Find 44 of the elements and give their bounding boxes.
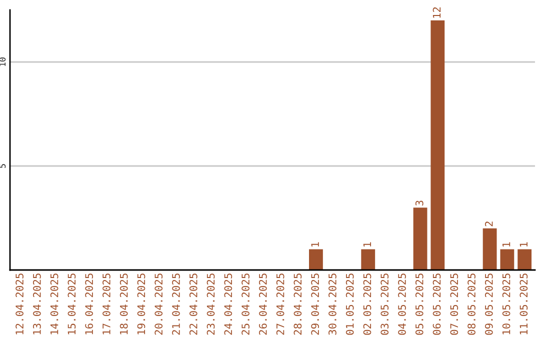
x-tick-label: 02.05.2025 <box>363 274 372 335</box>
x-tick-label: 29.04.2025 <box>311 274 320 335</box>
x-tick-label: 25.04.2025 <box>242 274 250 335</box>
x-tick-label: 10.05.2025 <box>502 274 510 334</box>
bar <box>430 20 445 270</box>
data-label: 3 <box>415 200 424 206</box>
bar <box>518 249 532 270</box>
data-label: 12 <box>432 7 441 18</box>
x-tick-label: 09.05.2025 <box>484 274 493 335</box>
x-tick-label: 04.05.2025 <box>398 274 406 335</box>
x-tick-label: 12.04.2025 <box>16 274 24 334</box>
data-label: 2 <box>484 222 493 226</box>
bar <box>500 249 514 270</box>
x-tick-label: 30.04.2025 <box>328 274 336 335</box>
x-tick-label: 03.05.2025 <box>380 274 389 335</box>
data-label: 1 <box>311 242 319 247</box>
x-tick-label: 27.04.2025 <box>276 274 284 335</box>
x-tick-label: 14.04.2025 <box>50 274 58 334</box>
x-tick-label: 16.04.2025 <box>85 274 94 334</box>
data-label: 1 <box>520 242 528 247</box>
bar <box>413 208 428 270</box>
x-tick-label: 19.04.2025 <box>137 274 146 334</box>
x-tick-label: 11.05.2025 <box>520 274 528 334</box>
x-tick-label: 26.04.2025 <box>258 274 267 335</box>
bar <box>361 249 376 270</box>
bar <box>482 228 497 270</box>
x-tick-label: 28.04.2025 <box>294 274 302 335</box>
x-tick-label: 18.04.2025 <box>120 274 128 334</box>
x-tick-label: 08.05.2025 <box>468 274 476 335</box>
x-tick-label: 06.05.2025 <box>432 274 441 335</box>
x-tick-label: 20.04.2025 <box>154 274 163 335</box>
x-tick-label: 13.04.2025 <box>32 274 41 334</box>
x-tick-label: 24.04.2025 <box>224 274 232 335</box>
x-tick-label: 22.04.2025 <box>189 274 198 335</box>
data-label: 1 <box>363 242 372 247</box>
x-tick-label: 01.05.2025 <box>346 274 354 335</box>
data-label: 1 <box>502 242 510 247</box>
x-tick-label: 05.05.2025 <box>415 274 424 335</box>
bar <box>309 249 323 270</box>
x-tick-label: 17.04.2025 <box>102 274 110 334</box>
x-tick-label: 23.04.2025 <box>206 274 215 335</box>
x-tick-label: 21.04.2025 <box>172 274 180 335</box>
x-tick-label: 07.05.2025 <box>450 274 458 335</box>
x-tick-label: 15.04.2025 <box>68 274 76 334</box>
